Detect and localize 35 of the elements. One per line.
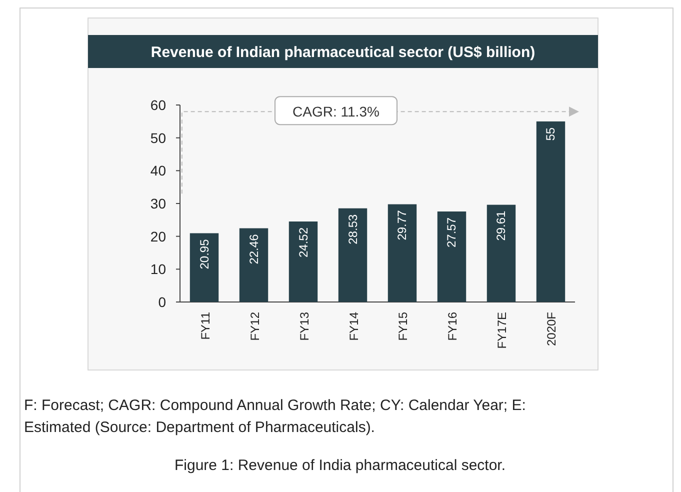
y-tick-label: 40 — [150, 162, 166, 179]
bar — [536, 121, 566, 302]
x-tick-label: FY17E — [495, 312, 510, 349]
data-label: 55 — [544, 127, 558, 141]
text: F: Forecast; CAGR: Compound Annual Growth Rate; CY: Calendar Year; E: Estimated (Source: Department of Pharmaceuticals). — [24, 397, 526, 436]
chart-title: Revenue of Indian pharmaceutical sector (US$ billion) — [150, 44, 536, 61]
y-tick-label: 60 — [150, 97, 166, 113]
bar — [437, 211, 466, 302]
data-label: 22.46 — [246, 234, 261, 264]
data-label: 28.53 — [346, 214, 360, 244]
bar — [388, 204, 417, 302]
data-label: 29.61 — [494, 210, 508, 241]
x-tick-label: FY13 — [297, 312, 312, 341]
y-tick-label: 10 — [150, 261, 166, 278]
x-tick-label: FY12 — [248, 312, 262, 341]
x-tick-label: FY16 — [446, 312, 460, 341]
y-tick-label: 20 — [150, 228, 166, 244]
caption: Figure 1: Revenue of India pharmaceutical sector. — [174, 457, 506, 474]
x-tick-label: 2020F — [544, 312, 559, 346]
y-tick-label: 30 — [150, 196, 166, 212]
data-label: 24.52 — [296, 227, 310, 258]
x-tick-label: FY15 — [396, 312, 410, 341]
bar — [239, 228, 268, 302]
data-label: 29.77 — [395, 210, 410, 240]
y-tick-label: 0 — [158, 294, 166, 310]
bar — [190, 233, 219, 302]
x-tick-label: FY14 — [346, 312, 361, 341]
x-tick-label: FY11 — [198, 312, 212, 340]
bar — [486, 204, 516, 302]
annotation: CAGR: 11.3% — [292, 104, 380, 120]
bar — [288, 221, 318, 302]
bar — [338, 208, 368, 302]
y-tick-label: 50 — [150, 130, 166, 146]
data-label: 27.57 — [444, 217, 459, 248]
data-label: 20.95 — [197, 238, 212, 270]
